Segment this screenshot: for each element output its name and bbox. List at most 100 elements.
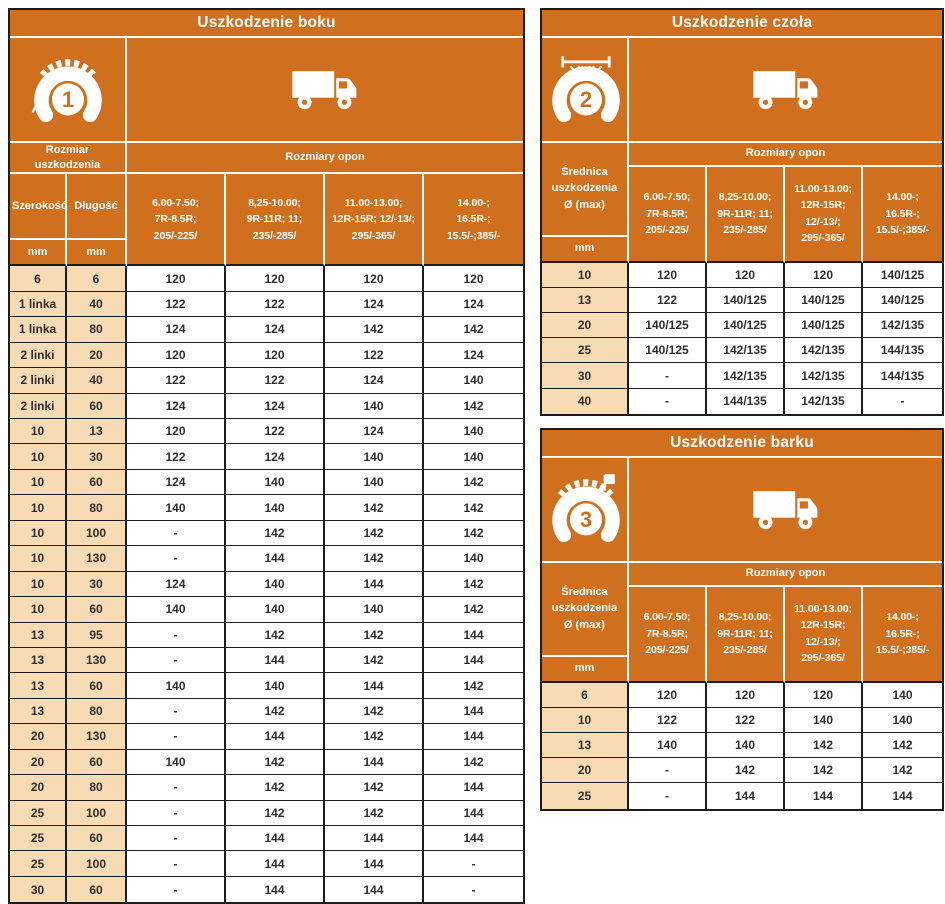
value-cell: - bbox=[863, 388, 943, 414]
row-header-cell: 10 bbox=[10, 469, 67, 496]
table-row: 30-142/135 142/135 144/135 bbox=[542, 363, 943, 389]
size-col-header-3: 11.00-13.00; 12R-15R; 12/-13/; 295/-365/ bbox=[325, 174, 424, 267]
value-cell: 142/135 bbox=[707, 338, 785, 364]
size-col-header-4: 14.00-; 16.5R-; 15.5/-;385/- bbox=[863, 166, 943, 263]
table-row: 40-144/135 142/135- bbox=[542, 388, 943, 414]
tire-icon-cell: 3 bbox=[542, 458, 629, 563]
value-cell: 142 bbox=[226, 800, 325, 826]
value-cell: 142 bbox=[226, 698, 325, 725]
table-side-damage: Uszkodzenie boku 1 bbox=[8, 8, 525, 904]
table-row: 13 122 140/125 140/125 140/125 bbox=[542, 287, 943, 314]
value-cell: 140 bbox=[424, 368, 524, 394]
row-header-cell: 130 bbox=[67, 647, 127, 674]
row-header-cell: 10 bbox=[10, 495, 67, 521]
row-header-cell: 10 bbox=[10, 444, 67, 470]
value-cell: 124 bbox=[325, 419, 424, 445]
value-cell: 142 bbox=[785, 733, 863, 759]
table-row: 10 60 124 140 140 142 bbox=[10, 469, 524, 496]
value-cell: 140/125 bbox=[629, 338, 707, 364]
truck-icon bbox=[752, 70, 817, 110]
value-cell: 140 bbox=[629, 733, 707, 759]
value-cell: 122 bbox=[226, 419, 325, 445]
row-header-cell: 25 bbox=[10, 826, 67, 852]
value-cell: 142 bbox=[226, 520, 325, 547]
value-cell: 142 bbox=[424, 495, 524, 521]
row-header-cell: 13 bbox=[10, 647, 67, 674]
value-cell: 142 bbox=[424, 673, 524, 699]
value-cell: 122 bbox=[226, 368, 325, 394]
table-row: 20 130-144 142 144 bbox=[10, 724, 524, 750]
value-cell: 122 bbox=[325, 342, 424, 369]
table-row: 20 60 140 142 144 142 bbox=[10, 749, 524, 776]
value-cell: 142 bbox=[325, 520, 424, 547]
value-cell: 120 bbox=[226, 266, 325, 292]
value-cell: 124 bbox=[226, 393, 325, 419]
row-header-cell: 30 bbox=[542, 363, 629, 389]
value-cell: 144 bbox=[325, 749, 424, 776]
tire-sizes-header: Rozmiary opon bbox=[629, 142, 943, 167]
value-cell: 142 bbox=[325, 495, 424, 521]
table-row: 20-142 142 142 bbox=[542, 758, 942, 784]
row-header-cell: 60 bbox=[67, 469, 127, 496]
truck-icon-cell bbox=[629, 38, 943, 143]
table-row: 2 linki 40 122 122 124 140 bbox=[10, 368, 524, 394]
value-cell: 142 bbox=[325, 647, 424, 674]
value-cell: 142 bbox=[424, 520, 524, 547]
value-cell: 142 bbox=[325, 546, 424, 572]
row-header-cell: 1 linka bbox=[10, 291, 67, 318]
table-row: 10 80 140 140 142 142 bbox=[10, 495, 524, 521]
value-cell: - bbox=[629, 388, 707, 414]
row-header-cell: 40 bbox=[67, 368, 127, 394]
value-cell: - bbox=[127, 800, 226, 826]
truck-icon-cell bbox=[127, 38, 524, 143]
table-title: Uszkodzenie boku bbox=[10, 10, 524, 38]
row-header-cell: 13 bbox=[10, 622, 67, 648]
size-col-header-4: 14.00-; 16.5R-; 15.5/-;385/- bbox=[424, 174, 524, 267]
value-cell: 144 bbox=[424, 622, 524, 648]
value-cell: 140 bbox=[424, 444, 524, 470]
value-cell: 142 bbox=[424, 749, 524, 776]
tire-sizes-header: Rozmiary opon bbox=[629, 562, 942, 587]
row-header-cell: 6 bbox=[542, 682, 629, 708]
value-cell: 144 bbox=[226, 546, 325, 572]
table-row: 10 130-144 142 140 bbox=[10, 546, 524, 572]
value-cell: 122 bbox=[629, 287, 707, 314]
row-header-cell: 10 bbox=[542, 262, 629, 288]
value-cell: 144 bbox=[785, 783, 863, 809]
value-cell: 122 bbox=[226, 291, 325, 318]
row-header-cell: 25 bbox=[10, 851, 67, 877]
value-cell: - bbox=[127, 876, 226, 903]
row-header-cell: 130 bbox=[67, 724, 127, 750]
value-cell: 140 bbox=[127, 673, 226, 699]
value-cell: 142 bbox=[785, 758, 863, 784]
row-header-cell: 13 bbox=[10, 673, 67, 699]
row-header-cell: 20 bbox=[67, 342, 127, 369]
value-cell: 140 bbox=[226, 571, 325, 598]
value-cell: 140 bbox=[325, 444, 424, 470]
table-row: 6 120 120 120 140 bbox=[542, 682, 942, 708]
size-col-header-1: 6.00-7.50; 7R-8.5R; 205/-225/ bbox=[127, 174, 226, 267]
value-cell: 120 bbox=[226, 342, 325, 369]
value-cell: 140/125 bbox=[707, 313, 785, 339]
value-cell: 142 bbox=[863, 758, 942, 784]
row-header-cell: 80 bbox=[67, 495, 127, 521]
value-cell: 142 bbox=[325, 800, 424, 826]
row-header-cell: 100 bbox=[67, 520, 127, 547]
truck-icon-cell bbox=[629, 458, 942, 563]
value-cell: 142 bbox=[325, 775, 424, 801]
value-cell: 122 bbox=[707, 707, 785, 734]
row-header-cell: 10 bbox=[542, 707, 629, 734]
row-header-cell: 100 bbox=[67, 851, 127, 877]
value-cell: 140 bbox=[226, 495, 325, 521]
value-cell: 144 bbox=[424, 724, 524, 750]
row-header-cell: 30 bbox=[67, 444, 127, 470]
value-cell: 140 bbox=[424, 546, 524, 572]
row-header-cell: 6 bbox=[67, 266, 127, 292]
row-header-cell: 6 bbox=[10, 266, 67, 292]
row-header-cell: 40 bbox=[542, 388, 629, 414]
row-header-cell: 20 bbox=[10, 724, 67, 750]
table-title: Uszkodzenie czoła bbox=[542, 10, 943, 38]
value-cell: 142 bbox=[424, 317, 524, 343]
row-header-cell: 2 linki bbox=[10, 368, 67, 394]
table-row: 13 95-142 142 144 bbox=[10, 622, 524, 648]
